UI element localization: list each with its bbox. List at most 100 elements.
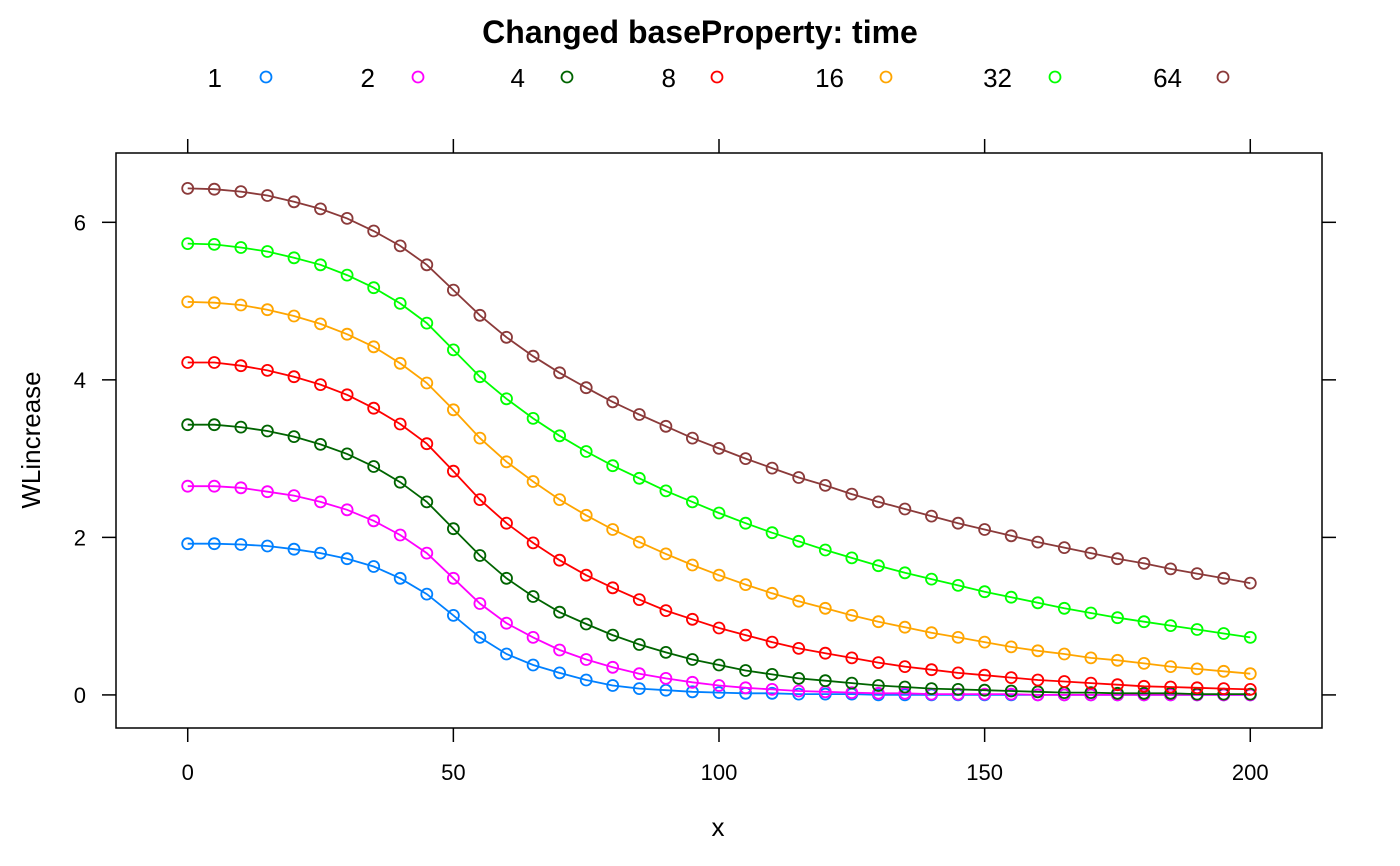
data-point xyxy=(1190,567,1204,580)
data-point xyxy=(686,653,699,666)
y-tick-label-1: 2 xyxy=(74,525,86,550)
series-line-2 xyxy=(187,485,1251,696)
data-point xyxy=(287,542,301,556)
data-point xyxy=(925,509,938,523)
data-point xyxy=(632,408,646,421)
data-point xyxy=(872,656,885,669)
data-point xyxy=(632,593,646,606)
data-point xyxy=(659,547,673,561)
series-line-64 xyxy=(187,187,1251,584)
data-point xyxy=(340,552,354,566)
data-point xyxy=(526,475,540,488)
data-point xyxy=(1004,671,1018,684)
data-point xyxy=(1164,562,1177,576)
data-point xyxy=(632,535,646,549)
data-point xyxy=(898,620,912,634)
data-point xyxy=(579,568,593,582)
data-point xyxy=(1084,606,1098,620)
data-point xyxy=(367,514,381,528)
data-point xyxy=(367,460,381,473)
legend-label-4: 4 xyxy=(511,63,525,93)
data-point xyxy=(1057,675,1071,688)
data-point xyxy=(207,182,221,196)
y-tick-label-0: 0 xyxy=(74,683,86,708)
data-point xyxy=(314,202,327,216)
data-point xyxy=(712,441,726,455)
data-point xyxy=(473,597,487,610)
data-point xyxy=(340,327,354,341)
data-point xyxy=(765,683,779,696)
data-point xyxy=(792,534,806,548)
data-point xyxy=(659,484,673,498)
data-point xyxy=(500,571,513,585)
data-point xyxy=(872,686,885,700)
data-point xyxy=(739,452,752,466)
series-layer xyxy=(181,181,1257,702)
data-point xyxy=(1057,541,1071,554)
data-point xyxy=(314,495,327,509)
data-point xyxy=(1164,619,1177,632)
data-point xyxy=(473,431,487,445)
data-point xyxy=(1084,686,1098,699)
data-point xyxy=(446,571,460,585)
data-point xyxy=(765,686,779,700)
data-point xyxy=(818,478,832,492)
data-point xyxy=(287,195,301,209)
x-tick-label-0: 0 xyxy=(182,760,194,785)
x-tick-label-2: 100 xyxy=(701,760,738,785)
data-point xyxy=(739,681,752,695)
data-point xyxy=(1057,601,1071,615)
data-point xyxy=(898,660,912,673)
data-point xyxy=(818,646,832,660)
data-point xyxy=(579,653,593,666)
data-point xyxy=(712,686,726,699)
data-point xyxy=(925,572,938,586)
data-point xyxy=(526,536,540,550)
data-point xyxy=(978,635,991,649)
data-point xyxy=(446,343,460,357)
data-point xyxy=(845,676,859,690)
data-point xyxy=(659,646,673,659)
data-point xyxy=(181,181,195,195)
data-point xyxy=(579,617,593,631)
legend-label-2: 2 xyxy=(361,63,375,93)
data-point xyxy=(632,638,646,651)
data-point xyxy=(260,539,274,553)
data-point xyxy=(1084,676,1098,690)
data-point xyxy=(686,685,699,699)
data-point xyxy=(287,309,301,323)
data-point xyxy=(632,471,646,485)
data-point xyxy=(260,363,274,377)
data-point xyxy=(1217,682,1231,695)
data-point xyxy=(1111,686,1124,700)
data-point xyxy=(500,647,513,661)
data-point xyxy=(420,546,434,560)
data-point xyxy=(925,626,938,640)
data-point xyxy=(765,668,779,681)
data-point xyxy=(818,601,832,615)
data-point xyxy=(553,643,566,657)
data-point xyxy=(553,553,566,567)
data-point xyxy=(446,522,460,536)
data-point xyxy=(686,431,699,445)
data-point xyxy=(393,296,407,310)
data-point xyxy=(367,560,381,573)
data-point xyxy=(420,316,434,330)
y-tick-label-3: 6 xyxy=(74,210,86,235)
data-point xyxy=(712,506,726,520)
data-point xyxy=(579,381,593,395)
legend-item-8: 8 xyxy=(662,63,724,93)
x-axis-label: x xyxy=(712,812,725,842)
data-point xyxy=(473,493,487,507)
data-point xyxy=(1057,647,1071,661)
legend-marker-2 xyxy=(411,70,425,84)
data-point xyxy=(340,447,354,461)
series-1 xyxy=(181,537,1257,702)
data-point xyxy=(393,356,407,370)
data-point xyxy=(207,296,221,310)
data-point xyxy=(1164,660,1177,673)
data-point xyxy=(1084,546,1098,560)
data-point xyxy=(367,281,381,295)
data-point xyxy=(553,605,566,619)
